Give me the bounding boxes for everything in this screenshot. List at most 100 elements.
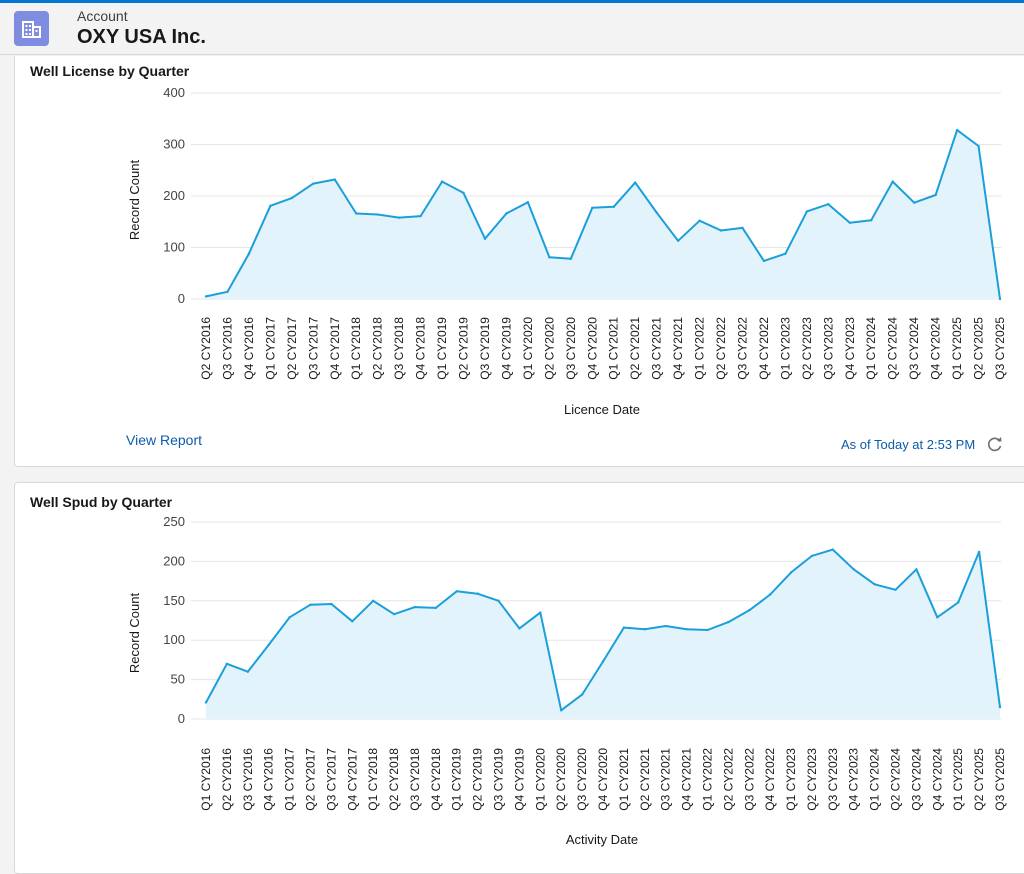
data-point — [309, 603, 312, 606]
series-area — [206, 130, 1000, 299]
accent-bar — [0, 0, 1024, 3]
view-report-link[interactable]: View Report — [126, 432, 203, 448]
card-title: Well License by Quarter — [30, 63, 190, 79]
x-tick-label: Q2 CY2022 — [714, 317, 728, 380]
data-point — [762, 259, 766, 263]
series-area — [206, 549, 1000, 719]
data-point — [351, 620, 354, 623]
x-tick-label: Q3 CY2023 — [826, 748, 840, 811]
data-point — [655, 211, 658, 214]
as-of-timestamp: As of Today at 2:53 PM — [841, 437, 976, 452]
data-point — [676, 239, 680, 243]
x-tick-label: Q4 CY2017 — [345, 748, 359, 811]
data-point — [977, 550, 981, 554]
data-point — [505, 212, 508, 215]
data-point — [870, 219, 873, 222]
x-tick-label: Q3 CY2025 — [993, 317, 1007, 380]
y-tick-label: 300 — [163, 137, 185, 152]
well-license-card: Well License by Quarter 0 100 200 300 400 Q2 … — [14, 56, 1024, 467]
x-tick-label: Q2 CY2017 — [285, 317, 299, 380]
data-point — [998, 297, 1002, 301]
x-tick-label: Q2 CY2019 — [457, 317, 471, 380]
x-tick-label: Q1 CY2017 — [283, 748, 297, 811]
x-tick-label: Q1 CY2018 — [349, 317, 363, 380]
x-tick-label: Q2 CY2018 — [371, 317, 385, 380]
data-point — [247, 252, 251, 255]
well-spud-card: Well Spud by Quarter 0 50 100 150 200 250 Q1 C… — [14, 482, 1024, 874]
refresh-icon[interactable] — [987, 436, 1003, 452]
data-point — [741, 226, 744, 230]
x-tick-label: Q1 CY2020 — [521, 317, 535, 380]
x-tick-label: Q4 CY2018 — [429, 748, 443, 811]
x-tick-label: Q4 CY2019 — [512, 748, 526, 811]
data-point — [934, 193, 937, 197]
data-point — [518, 627, 521, 630]
x-tick-label: Q1 CY2021 — [617, 748, 631, 811]
data-point — [852, 568, 855, 571]
x-tick-label: Q2 CY2020 — [542, 317, 556, 380]
x-tick-label: Q1 CY2016 — [199, 748, 213, 811]
x-tick-label: Q4 CY2020 — [585, 317, 599, 380]
x-tick-label: Q3 CY2022 — [742, 748, 756, 811]
x-tick-label: Q4 CY2021 — [671, 317, 685, 380]
data-point — [548, 256, 551, 259]
data-point — [269, 204, 272, 207]
x-tick-label: Q1 CY2023 — [784, 748, 798, 811]
data-point — [413, 605, 417, 609]
x-tick-label: Q3 CY2024 — [909, 748, 923, 811]
x-axis-title: Licence Date — [564, 402, 640, 417]
x-tick-label: Q2 CY2023 — [800, 317, 814, 380]
data-point — [539, 611, 542, 614]
data-point — [226, 290, 229, 293]
x-tick-label: Q2 CY2024 — [889, 748, 903, 811]
data-point — [719, 229, 723, 232]
data-point — [827, 203, 830, 206]
data-point — [831, 548, 835, 551]
data-point — [768, 593, 772, 596]
y-tick-label: 100 — [163, 632, 185, 647]
x-tick-label: Q4 CY2019 — [499, 317, 513, 380]
y-tick-label: 100 — [163, 240, 185, 255]
data-point — [204, 701, 208, 704]
x-tick-label: Q3 CY2023 — [821, 317, 835, 380]
x-tick-label: Q4 CY2016 — [242, 317, 256, 380]
data-point — [873, 583, 876, 586]
x-tick-label: Q4 CY2016 — [262, 748, 276, 811]
data-point — [998, 705, 1002, 709]
data-point — [789, 571, 793, 574]
record-header: Account OXY USA Inc. — [0, 3, 1024, 55]
x-tick-label: Q2 CY2021 — [638, 748, 652, 811]
data-point — [246, 670, 249, 673]
x-tick-label: Q2 CY2016 — [199, 317, 213, 380]
data-point — [706, 628, 709, 632]
x-tick-label: Q4 CY2018 — [414, 317, 428, 380]
x-tick-label: Q4 CY2017 — [328, 317, 342, 380]
y-tick-label: 200 — [163, 553, 185, 568]
data-point — [560, 709, 563, 712]
data-point — [355, 212, 358, 215]
y-tick-label: 200 — [163, 188, 185, 203]
x-tick-label: Q3 CY2025 — [993, 748, 1007, 811]
data-point — [633, 181, 637, 184]
data-point — [290, 196, 294, 200]
y-axis-title: Record Count — [127, 160, 142, 241]
x-tick-label: Q4 CY2020 — [596, 748, 610, 811]
data-point — [330, 602, 333, 606]
data-point — [476, 592, 479, 595]
data-point — [685, 627, 688, 631]
data-point — [267, 643, 270, 647]
data-point — [371, 599, 375, 602]
data-point — [455, 590, 458, 593]
data-point — [497, 599, 500, 602]
y-tick-label: 150 — [163, 593, 185, 608]
x-tick-label: Q1 CY2017 — [263, 317, 277, 380]
y-axis-title: Record Count — [127, 593, 142, 674]
building-icon — [14, 11, 49, 46]
x-tick-label: Q2 CY2025 — [972, 748, 986, 811]
x-tick-label: Q1 CY2025 — [950, 317, 964, 380]
x-tick-label: Q3 CY2017 — [324, 748, 338, 811]
x-tick-label: Q4 CY2024 — [929, 317, 943, 380]
y-tick-label: 250 — [163, 514, 185, 529]
x-tick-label: Q3 CY2018 — [408, 748, 422, 811]
y-tick-label: 400 — [163, 85, 185, 100]
